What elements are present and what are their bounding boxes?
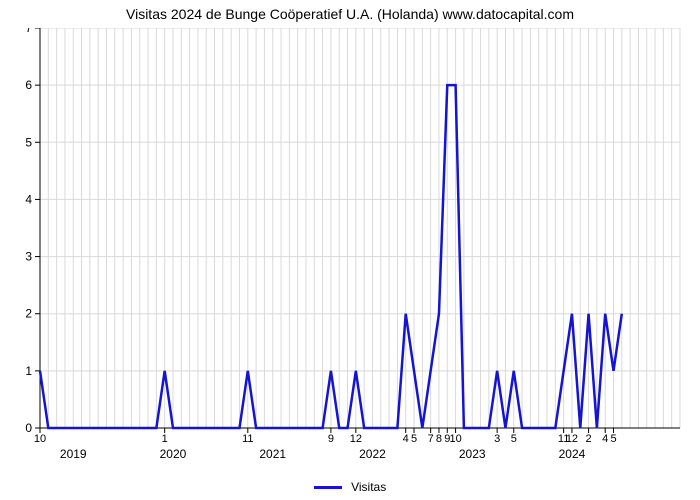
x-month-label: 4 [403, 433, 409, 445]
x-year-label: 2024 [559, 447, 586, 461]
y-tick-label: 6 [25, 78, 32, 92]
x-year-label: 2020 [160, 447, 187, 461]
legend-label: Visitas [351, 480, 386, 494]
y-tick-label: 7 [25, 28, 32, 35]
x-month-label: 1 [162, 433, 168, 445]
x-month-label: 8 [436, 433, 442, 445]
x-month-label: 5 [511, 433, 517, 445]
x-month-label: 7 [428, 433, 434, 445]
x-month-label: 3 [494, 433, 500, 445]
y-tick-label: 2 [25, 307, 32, 321]
plot-area: 0123456710111912457891035111224520192020… [0, 28, 700, 468]
chart-title: Visitas 2024 de Bunge Coöperatief U.A. (… [0, 6, 700, 22]
legend-swatch [314, 486, 342, 489]
x-year-label: 2023 [459, 447, 486, 461]
x-month-label: 2 [586, 433, 592, 445]
x-month-label: 5 [411, 433, 417, 445]
x-month-label: 12 [566, 433, 578, 445]
y-tick-label: 0 [25, 421, 32, 435]
x-month-label: 10 [449, 433, 461, 445]
y-tick-label: 1 [25, 364, 32, 378]
x-month-label: 9 [328, 433, 334, 445]
legend: Visitas [0, 479, 700, 494]
x-year-label: 2021 [259, 447, 286, 461]
x-month-label: 4 [602, 433, 608, 445]
y-tick-label: 3 [25, 250, 32, 264]
x-month-label: 11 [242, 433, 253, 445]
x-month-label: 5 [610, 433, 616, 445]
x-month-label: 10 [34, 433, 46, 445]
x-year-label: 2022 [359, 447, 386, 461]
x-month-label: 12 [350, 433, 362, 445]
y-tick-label: 4 [25, 192, 32, 206]
y-tick-label: 5 [25, 135, 32, 149]
x-year-label: 2019 [60, 447, 87, 461]
